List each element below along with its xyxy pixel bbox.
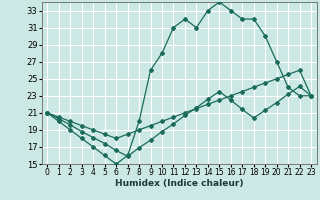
X-axis label: Humidex (Indice chaleur): Humidex (Indice chaleur) — [115, 179, 244, 188]
